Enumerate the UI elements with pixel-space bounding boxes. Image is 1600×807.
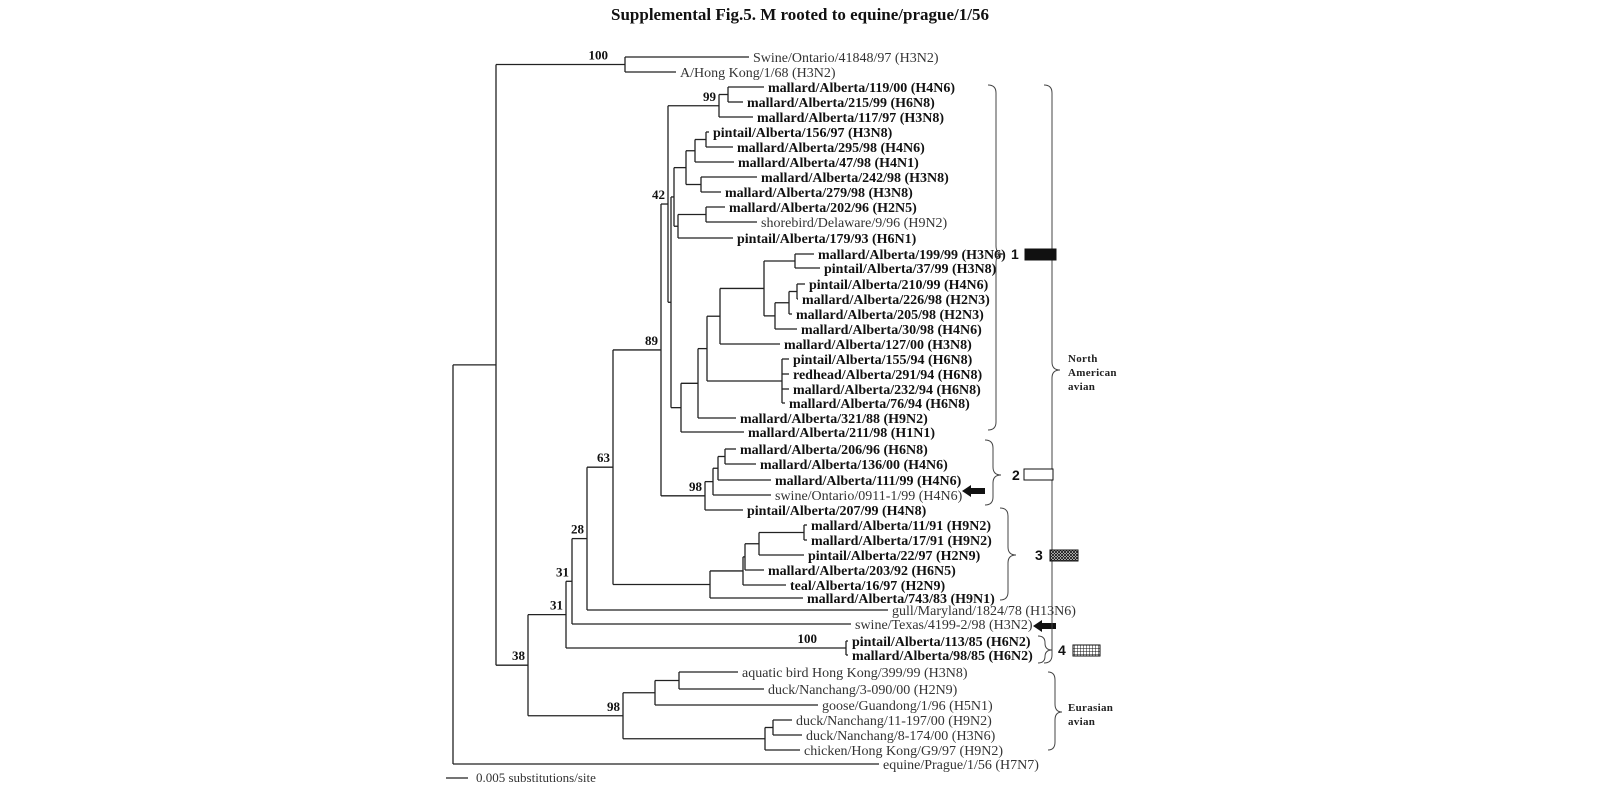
scale-bar: 0.005 substitutions/site bbox=[446, 770, 596, 785]
taxon-label: mallard/Alberta/199/99 (H3N6) bbox=[818, 248, 1006, 263]
bootstrap-value: 28 bbox=[571, 522, 585, 537]
taxon-label: mallard/Alberta/202/96 (H2N5) bbox=[729, 201, 917, 216]
clade-2-brace bbox=[984, 439, 1002, 506]
taxon-label: aquatic bird Hong Kong/399/99 (H3N8) bbox=[742, 666, 968, 681]
taxon-label: teal/Alberta/16/97 (H2N9) bbox=[790, 579, 945, 594]
taxon-label: mallard/Alberta/321/88 (H9N2) bbox=[740, 412, 928, 427]
taxon-label: mallard/Alberta/30/98 (H4N6) bbox=[801, 323, 982, 338]
taxon-label: pintail/Alberta/37/99 (H3N8) bbox=[824, 262, 997, 277]
clade-solid-box-icon bbox=[1024, 248, 1057, 261]
taxon-label: mallard/Alberta/215/99 (H6N8) bbox=[747, 96, 935, 111]
clade-empty-box-icon bbox=[1023, 468, 1054, 481]
taxon-label: mallard/Alberta/205/98 (H2N3) bbox=[796, 308, 984, 323]
bootstrap-values: 100 38 31 31 28 63 89 42 99 98 100 98 bbox=[512, 48, 817, 714]
group-label-eurasian: avian bbox=[1068, 716, 1095, 728]
taxon-label: gull/Maryland/1824/78 (H13N6) bbox=[892, 604, 1076, 619]
taxon-label: pintail/Alberta/207/99 (H4N8) bbox=[747, 504, 927, 519]
taxon-label: mallard/Alberta/211/98 (H1N1) bbox=[748, 426, 935, 441]
taxon-label: redhead/Alberta/291/94 (H6N8) bbox=[793, 368, 982, 383]
bootstrap-value: 99 bbox=[703, 89, 717, 104]
taxon-label: mallard/Alberta/117/97 (H3N8) bbox=[757, 111, 944, 126]
bootstrap-value: 63 bbox=[597, 450, 611, 465]
scale-bar-label: 0.005 substitutions/site bbox=[476, 770, 596, 785]
taxon-label: mallard/Alberta/119/00 (H4N6) bbox=[768, 81, 955, 96]
taxon-label: pintail/Alberta/113/85 (H6N2) bbox=[852, 635, 1031, 650]
group-label-north-american: North bbox=[1068, 353, 1098, 365]
taxon-label: duck/Nanchang/11-197/00 (H9N2) bbox=[796, 714, 992, 729]
taxon-label: pintail/Alberta/179/93 (H6N1) bbox=[737, 232, 917, 247]
group-label-north-american: avian bbox=[1068, 381, 1095, 393]
taxon-label: mallard/Alberta/98/85 (H6N2) bbox=[852, 649, 1033, 664]
group-label-north-american: American bbox=[1068, 367, 1117, 379]
clade-number: 2 bbox=[1012, 467, 1020, 483]
tree-branches bbox=[452, 56, 888, 765]
taxon-label: shorebird/Delaware/9/96 (H9N2) bbox=[761, 216, 948, 231]
taxon-label: mallard/Alberta/203/92 (H6N5) bbox=[768, 564, 956, 579]
figure-title: Supplemental Fig.5. M rooted to equine/p… bbox=[611, 5, 989, 24]
bootstrap-value: 100 bbox=[589, 48, 609, 63]
taxon-label: mallard/Alberta/279/98 (H3N8) bbox=[725, 186, 913, 201]
taxon-label: mallard/Alberta/206/96 (H6N8) bbox=[740, 443, 928, 458]
taxon-label: mallard/Alberta/226/98 (H2N3) bbox=[802, 293, 990, 308]
clade-crosshatch-box-icon bbox=[1049, 549, 1079, 562]
taxon-label: chicken/Hong Kong/G9/97 (H9N2) bbox=[804, 744, 1003, 759]
taxon-label: duck/Nanchang/3-090/00 (H2N9) bbox=[768, 683, 958, 698]
taxon-label: mallard/Alberta/232/94 (H6N8) bbox=[793, 383, 981, 398]
taxon-label: mallard/Alberta/17/91 (H9N2) bbox=[811, 534, 992, 549]
taxon-label: mallard/Alberta/11/91 (H9N2) bbox=[811, 519, 991, 534]
taxon-label: pintail/Alberta/155/94 (H6N8) bbox=[793, 353, 973, 368]
taxon-label: mallard/Alberta/47/98 (H4N1) bbox=[738, 156, 919, 171]
bootstrap-value: 100 bbox=[798, 631, 818, 646]
bootstrap-value: 89 bbox=[645, 333, 659, 348]
taxon-label: duck/Nanchang/8-174/00 (H3N6) bbox=[806, 729, 996, 744]
taxon-label: mallard/Alberta/76/94 (H6N8) bbox=[789, 397, 970, 412]
taxon-label: mallard/Alberta/127/00 (H3N8) bbox=[784, 338, 972, 353]
arrow-icon bbox=[962, 485, 985, 497]
taxon-label: equine/Prague/1/56 (H7N7) bbox=[883, 758, 1039, 773]
taxon-label: swine/Texas/4199-2/98 (H3N2) bbox=[855, 618, 1033, 633]
bootstrap-value: 38 bbox=[512, 648, 526, 663]
clade-number: 4 bbox=[1058, 642, 1066, 658]
bootstrap-value: 98 bbox=[607, 699, 621, 714]
clade-grid-box-icon bbox=[1072, 644, 1101, 657]
taxon-label: pintail/Alberta/22/97 (H2N9) bbox=[808, 549, 981, 564]
bootstrap-value: 98 bbox=[689, 479, 703, 494]
arrow-icon bbox=[1033, 620, 1056, 632]
bootstrap-value: 42 bbox=[652, 187, 665, 202]
taxon-label: mallard/Alberta/136/00 (H4N6) bbox=[760, 458, 948, 473]
clade-number: 1 bbox=[1011, 246, 1019, 262]
taxon-label: mallard/Alberta/242/98 (H3N8) bbox=[761, 171, 949, 186]
taxon-label: goose/Guandong/1/96 (H5N1) bbox=[822, 699, 993, 714]
eurasian-brace bbox=[1047, 671, 1063, 751]
clade-1-brace bbox=[987, 84, 1005, 431]
clade-4-brace bbox=[1037, 635, 1053, 664]
taxon-label: pintail/Alberta/156/97 (H3N8) bbox=[713, 126, 893, 141]
clade-number: 3 bbox=[1035, 547, 1043, 563]
taxon-label: mallard/Alberta/111/99 (H4N6) bbox=[775, 474, 962, 489]
taxon-label: Swine/Ontario/41848/97 (H3N2) bbox=[753, 51, 939, 66]
taxon-label: mallard/Alberta/743/83 (H9N1) bbox=[807, 592, 995, 607]
bootstrap-value: 31 bbox=[550, 598, 563, 613]
taxon-label: pintail/Alberta/210/99 (H4N6) bbox=[809, 278, 989, 293]
north-american-brace bbox=[1043, 84, 1061, 664]
taxon-label: mallard/Alberta/295/98 (H4N6) bbox=[737, 141, 925, 156]
taxon-labels: Swine/Ontario/41848/97 (H3N2)A/Hong Kong… bbox=[680, 51, 1076, 773]
taxon-label: A/Hong Kong/1/68 (H3N2) bbox=[680, 66, 836, 81]
clade-3-brace bbox=[999, 507, 1017, 601]
bootstrap-value: 31 bbox=[556, 564, 569, 579]
taxon-label: swine/Ontario/0911-1/99 (H4N6) bbox=[775, 489, 963, 504]
group-label-eurasian: Eurasian bbox=[1068, 702, 1113, 714]
clade-annotations: 1 2 3 4 North American avian Eurasian avian bbox=[962, 84, 1117, 751]
